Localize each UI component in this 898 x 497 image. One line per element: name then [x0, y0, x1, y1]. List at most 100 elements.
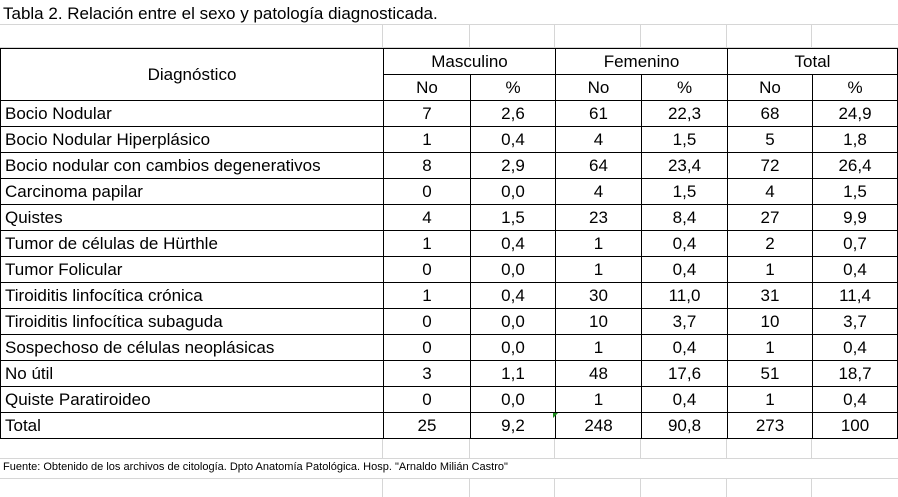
value-cell: 2,9 — [470, 152, 556, 179]
value-cell: 23 — [555, 204, 642, 231]
value-cell: 1 — [555, 230, 642, 257]
header-total: Total — [727, 48, 898, 75]
value-cell: 30 — [555, 282, 642, 309]
value-cell: 51 — [727, 360, 813, 387]
header-row-sub: No % No % No % — [1, 74, 898, 101]
value-cell: 8 — [383, 152, 471, 179]
value-cell: 0,0 — [470, 334, 556, 361]
diagnosis-label: Tiroiditis linfocítica subaguda — [0, 308, 384, 335]
value-cell: 23,4 — [641, 152, 728, 179]
value-cell: 4 — [555, 178, 642, 205]
diagnosis-label: Bocio Nodular Hiperplásico — [0, 126, 384, 153]
value-cell: 61 — [555, 100, 642, 127]
value-cell: 3,7 — [641, 308, 728, 335]
value-cell: 17,6 — [641, 360, 728, 387]
table-row: Bocio nodular con cambios degenerativos 8… — [0, 152, 898, 179]
value-cell: 10 — [727, 308, 813, 335]
header-sub: No — [727, 74, 813, 101]
diagnosis-label: Total — [0, 412, 384, 439]
header-sub: % — [812, 74, 898, 101]
source-footnote: Fuente: Obtenido de los archivos de cito… — [3, 461, 508, 473]
value-cell: 5 — [727, 126, 813, 153]
value-cell: 248 — [555, 412, 642, 439]
value-cell: 1 — [555, 256, 642, 283]
value-cell: 10 — [555, 308, 642, 335]
value-cell: 0,4 — [641, 256, 728, 283]
value-cell: 8,4 — [641, 204, 728, 231]
diagnosis-label: Quiste Paratiroideo — [0, 386, 384, 413]
value-cell: 11,4 — [812, 282, 898, 309]
value-cell: 0,4 — [470, 126, 556, 153]
table-row: Quistes 4 1,5 23 8,4 27 9,9 — [0, 204, 898, 231]
value-cell: 4 — [727, 178, 813, 205]
value-cell: 0,4 — [812, 256, 898, 283]
table-row: No útil 3 1,1 48 17,6 51 18,7 — [0, 360, 898, 387]
table-body: Bocio Nodular 7 2,6 61 22,3 68 24,9 Bocio Nodul… — [0, 100, 898, 439]
value-cell: 0 — [383, 178, 471, 205]
table-title: Tabla 2. Relación entre el sexo y patolo… — [3, 4, 438, 23]
table-row: Carcinoma papilar 0 0,0 4 1,5 4 1,5 — [0, 178, 898, 205]
value-cell: 3 — [383, 360, 471, 387]
value-cell: 48 — [555, 360, 642, 387]
value-cell: 1,5 — [641, 126, 728, 153]
value-cell: 0 — [383, 256, 471, 283]
diagnosis-label: Sospechoso de células neoplásicas — [0, 334, 384, 361]
value-cell: 7 — [383, 100, 471, 127]
cell-comment-marker — [553, 413, 558, 418]
diagnosis-label: Tumor Folicular — [0, 256, 384, 283]
diagnosis-label: Carcinoma papilar — [0, 178, 384, 205]
value-cell: 25 — [383, 412, 471, 439]
value-cell: 0,4 — [470, 230, 556, 257]
value-cell: 22,3 — [641, 100, 728, 127]
value-cell: 31 — [727, 282, 813, 309]
value-cell: 1,8 — [812, 126, 898, 153]
value-cell: 1 — [555, 386, 642, 413]
table-row: Quiste Paratiroideo 0 0,0 1 0,4 1 0,4 — [0, 386, 898, 413]
table-row: Bocio Nodular Hiperplásico 1 0,4 4 1,5 5 1,8 — [0, 126, 898, 153]
diagnosis-label: Bocio nodular con cambios degenerativos — [0, 152, 384, 179]
value-cell: 0,4 — [470, 282, 556, 309]
value-cell: 2,6 — [470, 100, 556, 127]
value-cell: 64 — [555, 152, 642, 179]
diagnosis-label: Quistes — [0, 204, 384, 231]
value-cell: 1 — [727, 334, 813, 361]
value-cell: 0 — [383, 334, 471, 361]
value-cell: 27 — [727, 204, 813, 231]
value-cell: 1,1 — [470, 360, 556, 387]
value-cell: 0,4 — [641, 334, 728, 361]
value-cell: 2 — [727, 230, 813, 257]
table-row: Tiroiditis linfocítica crónica 1 0,4 30 11,0… — [0, 282, 898, 309]
header-diagnostico: Diagnóstico — [0, 48, 384, 101]
total-row: Total 25 9,2 248 90,8 273 100 — [0, 412, 898, 439]
value-cell: 1,5 — [812, 178, 898, 205]
value-cell: 4 — [555, 126, 642, 153]
value-cell: 0 — [383, 308, 471, 335]
value-cell: 11,0 — [641, 282, 728, 309]
table-row: Tiroiditis linfocítica subaguda 0 0,0 10 3,7… — [0, 308, 898, 335]
value-cell: 90,8 — [641, 412, 728, 439]
header-row-groups: Diagnóstico Masculino Femenino Total — [0, 48, 898, 101]
value-cell: 0,0 — [470, 256, 556, 283]
value-cell: 0,0 — [470, 178, 556, 205]
value-cell: 9,9 — [812, 204, 898, 231]
table-row: Tumor Folicular 0 0,0 1 0,4 1 0,4 — [0, 256, 898, 283]
header-sub: No — [383, 74, 471, 101]
diagnosis-label: No útil — [0, 360, 384, 387]
value-cell: 1 — [383, 126, 471, 153]
value-cell: 68 — [727, 100, 813, 127]
value-cell: 9,2 — [470, 412, 556, 439]
value-cell: 0 — [383, 386, 471, 413]
value-cell: 0,0 — [470, 308, 556, 335]
diagnosis-label: Bocio Nodular — [0, 100, 384, 127]
header-sub: No — [555, 74, 642, 101]
value-cell: 26,4 — [812, 152, 898, 179]
diagnosis-label: Tumor de células de Hürthle — [0, 230, 384, 257]
value-cell: 1 — [727, 386, 813, 413]
table-row: Bocio Nodular 7 2,6 61 22,3 68 24,9 — [0, 100, 898, 127]
value-cell: 4 — [383, 204, 471, 231]
value-cell: 1,5 — [470, 204, 556, 231]
value-cell: 24,9 — [812, 100, 898, 127]
value-cell: 1 — [555, 334, 642, 361]
diagnosis-label: Tiroiditis linfocítica crónica — [0, 282, 384, 309]
value-cell: 0,4 — [641, 386, 728, 413]
